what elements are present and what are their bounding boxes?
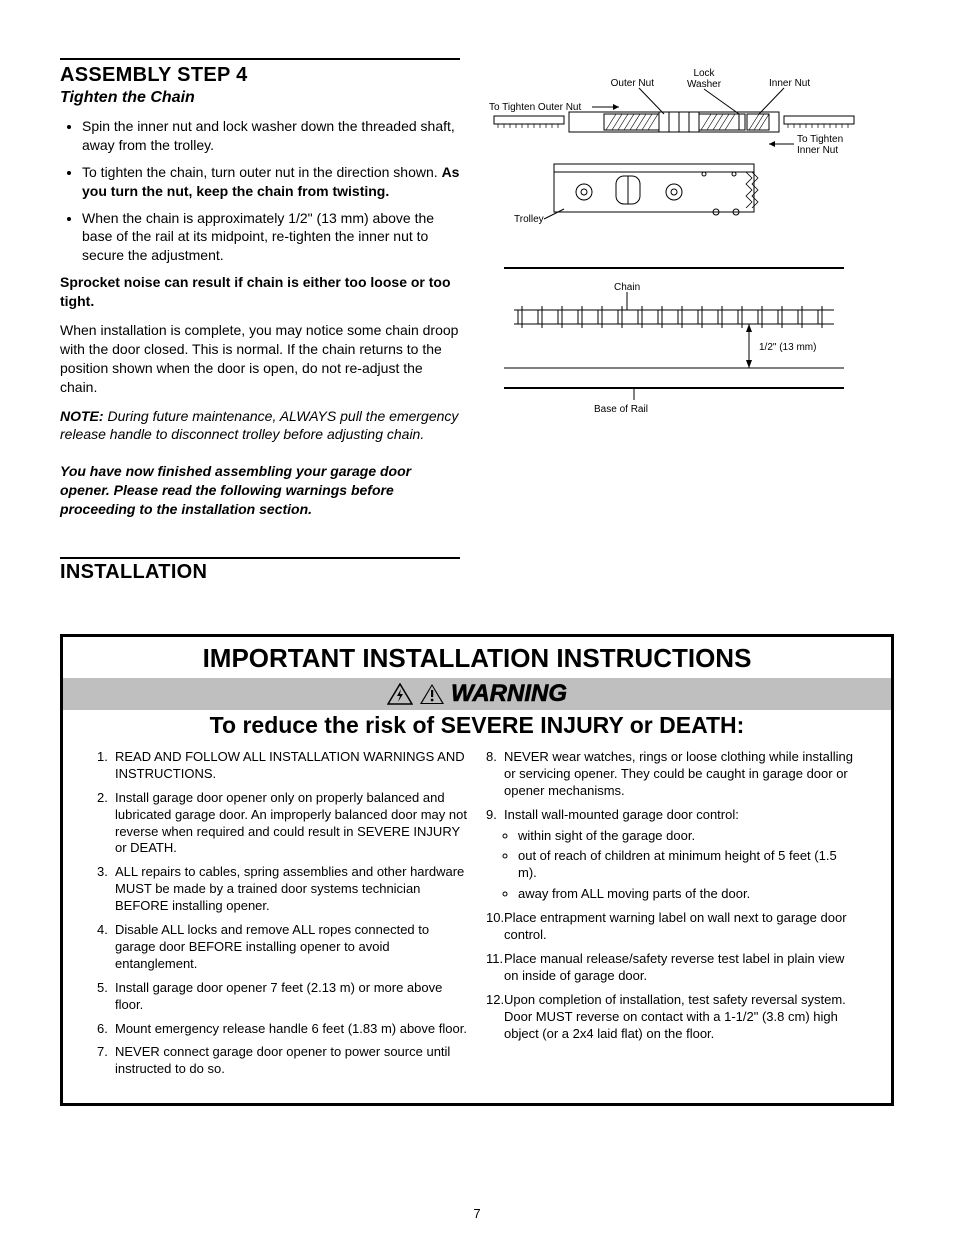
warning-col-right: NEVER wear watches, rings or loose cloth… [486, 749, 857, 1085]
warn-item-8: NEVER wear watches, rings or loose cloth… [486, 749, 857, 800]
note-label: NOTE: [60, 408, 104, 424]
warn-item-4-text: Disable ALL locks and remove ALL ropes c… [115, 922, 429, 971]
subtitle: Tighten the Chain [60, 89, 460, 107]
label-tighten-inner-1: To Tighten [797, 134, 843, 145]
warn-item-3: ALL repairs to cables, spring assemblies… [97, 864, 468, 915]
bullet-3-text: When the chain is approximately 1/2" (13… [82, 210, 434, 264]
warn-item-4: Disable ALL locks and remove ALL ropes c… [97, 922, 468, 973]
label-chain: Chain [614, 282, 640, 293]
page-number: 7 [0, 1206, 954, 1221]
bullet-2-pre: To tighten the chain, turn outer nut in … [82, 164, 442, 180]
label-tighten-outer: To Tighten Outer Nut [489, 102, 581, 113]
top-row: ASSEMBLY STEP 4 Tighten the Chain Spin t… [60, 58, 894, 529]
warning-columns: READ AND FOLLOW ALL INSTALLATION WARNING… [63, 749, 891, 1103]
bullet-1-text: Spin the inner nut and lock washer down … [82, 118, 455, 153]
sprocket-note: Sprocket noise can result if chain is ei… [60, 273, 460, 311]
label-gap: 1/2" (13 mm) [759, 342, 816, 353]
warn-item-9-text: Install wall-mounted garage door control… [504, 807, 739, 822]
right-column: Outer Nut Lock Washer Inner Nut [484, 58, 894, 529]
warn-item-9-sublist: within sight of the garage door. out of … [504, 828, 857, 904]
sub-9b: out of reach of children at minimum heig… [518, 848, 857, 882]
warn-item-1: READ AND FOLLOW ALL INSTALLATION WARNING… [97, 749, 468, 783]
warn-item-3-text: ALL repairs to cables, spring assemblies… [115, 864, 464, 913]
hazard-bolt-icon [387, 683, 413, 705]
warn-item-11: Place manual release/safety reverse test… [486, 951, 857, 985]
warning-word: WARNING [451, 680, 567, 708]
installation-title: INSTALLATION [60, 561, 894, 584]
left-column: ASSEMBLY STEP 4 Tighten the Chain Spin t… [60, 58, 460, 529]
bullet-list: Spin the inner nut and lock washer down … [60, 117, 460, 265]
sub-9b-text: out of reach of children at minimum heig… [518, 848, 837, 880]
warn-item-11-text: Place manual release/safety reverse test… [504, 951, 844, 983]
step-title: ASSEMBLY STEP 4 [60, 64, 460, 87]
note-body: During future maintenance, ALWAYS pull t… [60, 408, 458, 443]
warn-item-2-text: Install garage door opener only on prope… [115, 790, 467, 856]
label-lock-washer-1: Lock [693, 68, 715, 79]
droop-para: When installation is complete, you may n… [60, 321, 460, 397]
warn-item-6: Mount emergency release handle 6 feet (1… [97, 1021, 468, 1038]
label-outer-nut: Outer Nut [611, 78, 655, 89]
warning-col-left: READ AND FOLLOW ALL INSTALLATION WARNING… [97, 749, 468, 1085]
warn-item-7-text: NEVER connect garage door opener to powe… [115, 1044, 450, 1076]
hazard-exclaim-icon [419, 683, 445, 705]
label-inner-nut: Inner Nut [769, 78, 810, 89]
warning-list-left: READ AND FOLLOW ALL INSTALLATION WARNING… [97, 749, 468, 1078]
bullet-1: Spin the inner nut and lock washer down … [82, 117, 460, 155]
trolley-diagram: Outer Nut Lock Washer Inner Nut [484, 64, 864, 254]
warn-item-10-text: Place entrapment warning label on wall n… [504, 910, 847, 942]
label-lock-washer-2: Washer [687, 79, 722, 90]
bullet-2: To tighten the chain, turn outer nut in … [82, 163, 460, 201]
warn-item-6-text: Mount emergency release handle 6 feet (1… [115, 1021, 467, 1036]
label-base-of-rail: Base of Rail [594, 404, 648, 415]
sub-9a: within sight of the garage door. [518, 828, 857, 845]
label-trolley: Trolley [514, 214, 544, 225]
chain-diagram: Chain [484, 254, 864, 424]
warning-bar: WARNING [63, 678, 891, 710]
maintenance-note: NOTE: During future maintenance, ALWAYS … [60, 407, 460, 445]
warn-item-8-text: NEVER wear watches, rings or loose cloth… [504, 749, 853, 798]
warn-item-5-text: Install garage door opener 7 feet (2.13 … [115, 980, 442, 1012]
sub-9c-text: away from ALL moving parts of the door. [518, 886, 750, 901]
warning-box-title: IMPORTANT INSTALLATION INSTRUCTIONS [63, 637, 891, 678]
page: ASSEMBLY STEP 4 Tighten the Chain Spin t… [0, 0, 954, 1235]
warning-list-right: NEVER wear watches, rings or loose cloth… [486, 749, 857, 1042]
warn-item-7: NEVER connect garage door opener to powe… [97, 1044, 468, 1078]
label-tighten-inner-2: Inner Nut [797, 145, 838, 156]
warn-item-10: Place entrapment warning label on wall n… [486, 910, 857, 944]
rule [60, 58, 460, 60]
installation-rule [60, 557, 460, 559]
warn-item-2: Install garage door opener only on prope… [97, 790, 468, 858]
bullet-3: When the chain is approximately 1/2" (13… [82, 209, 460, 266]
warn-item-1-text: READ AND FOLLOW ALL INSTALLATION WARNING… [115, 749, 465, 781]
sub-9c: away from ALL moving parts of the door. [518, 886, 857, 903]
finished-para: You have now finished assembling your ga… [60, 462, 460, 519]
warn-item-12-text: Upon completion of installation, test sa… [504, 992, 846, 1041]
sub-9a-text: within sight of the garage door. [518, 828, 695, 843]
warning-subheading: To reduce the risk of SEVERE INJURY or D… [63, 710, 891, 749]
warn-item-12: Upon completion of installation, test sa… [486, 992, 857, 1043]
warn-item-9: Install wall-mounted garage door control… [486, 807, 857, 903]
warning-box: IMPORTANT INSTALLATION INSTRUCTIONS WARN… [60, 634, 894, 1106]
warn-item-5: Install garage door opener 7 feet (2.13 … [97, 980, 468, 1014]
